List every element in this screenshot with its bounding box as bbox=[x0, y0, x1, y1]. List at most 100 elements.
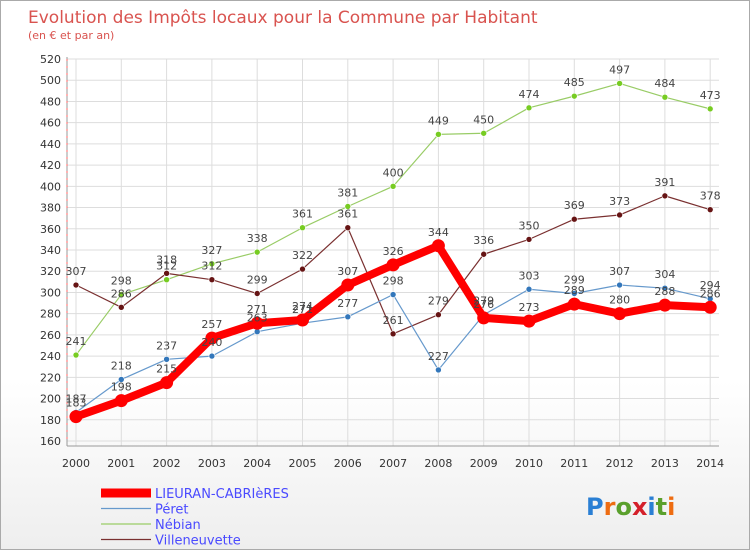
data-label-villeneuvette: 378 bbox=[700, 190, 721, 203]
data-label-villeneuvette: 318 bbox=[156, 253, 177, 266]
y-tick-label: 360 bbox=[40, 223, 61, 236]
data-label-p-ret: 271 bbox=[292, 303, 313, 316]
point-lieuran-cabri-res bbox=[69, 410, 83, 424]
data-label-lieuran-cabri-res: 257 bbox=[201, 318, 222, 331]
point-n-bian bbox=[525, 104, 533, 112]
x-tick-label: 2005 bbox=[289, 457, 317, 470]
data-label-n-bian: 400 bbox=[383, 166, 404, 179]
data-label-p-ret: 294 bbox=[700, 279, 721, 292]
point-n-bian bbox=[435, 131, 442, 138]
x-tick-label: 2000 bbox=[62, 457, 90, 470]
data-label-villeneuvette: 261 bbox=[383, 314, 404, 327]
data-label-villeneuvette: 369 bbox=[564, 199, 585, 212]
point-villeneuvette bbox=[706, 206, 714, 213]
point-lieuran-cabri-res bbox=[431, 239, 445, 253]
point-p-ret bbox=[163, 355, 170, 363]
x-tick-label: 2014 bbox=[696, 457, 724, 470]
data-label-villeneuvette: 279 bbox=[428, 295, 449, 308]
point-lieuran-cabri-res bbox=[567, 297, 581, 311]
point-n-bian bbox=[72, 351, 80, 359]
point-lieuran-cabri-res bbox=[160, 376, 174, 390]
data-label-p-ret: 263 bbox=[247, 312, 268, 325]
point-p-ret bbox=[570, 290, 578, 297]
point-villeneuvette bbox=[480, 250, 488, 258]
point-n-bian bbox=[706, 105, 714, 113]
data-label-lieuran-cabri-res: 198 bbox=[111, 381, 132, 394]
x-tick-label: 2001 bbox=[107, 457, 135, 470]
logo-text: Proxiti bbox=[586, 493, 675, 521]
y-tick-label: 300 bbox=[40, 286, 61, 299]
point-lieuran-cabri-res bbox=[250, 316, 264, 330]
y-tick-label: 500 bbox=[40, 74, 61, 87]
data-label-p-ret: 237 bbox=[156, 339, 177, 352]
data-label-n-bian: 449 bbox=[428, 114, 449, 127]
y-tick-label: 460 bbox=[40, 117, 61, 130]
point-n-bian bbox=[163, 276, 170, 284]
legend-label-p-ret: Péret bbox=[155, 503, 189, 518]
data-label-p-ret: 227 bbox=[428, 350, 449, 363]
y-tick-label: 320 bbox=[40, 265, 61, 278]
point-lieuran-cabri-res bbox=[341, 278, 355, 292]
point-villeneuvette bbox=[253, 290, 261, 297]
point-villeneuvette bbox=[525, 236, 533, 243]
point-n-bian bbox=[389, 183, 397, 190]
y-tick-label: 440 bbox=[40, 138, 61, 151]
legend-label-villeneuvette: Villeneuvette bbox=[155, 534, 241, 549]
x-tick-label: 2013 bbox=[651, 457, 679, 470]
data-label-n-bian: 327 bbox=[201, 244, 222, 257]
point-lieuran-cabri-res bbox=[613, 307, 627, 321]
y-tick-label: 380 bbox=[40, 202, 61, 215]
x-tick-label: 2006 bbox=[334, 457, 362, 470]
legend: LIEURAN-CABRIèRESPéretNébianVilleneuvett… bbox=[101, 487, 289, 549]
point-p-ret bbox=[525, 285, 533, 293]
point-n-bian bbox=[480, 129, 488, 137]
point-villeneuvette bbox=[661, 192, 669, 200]
point-n-bian bbox=[616, 80, 623, 87]
x-tick-label: 2009 bbox=[470, 457, 498, 470]
data-label-lieuran-cabri-res: 274 bbox=[292, 300, 313, 313]
point-n-bian bbox=[344, 203, 352, 210]
point-lieuran-cabri-res bbox=[658, 298, 672, 312]
data-label-lieuran-cabri-res: 286 bbox=[700, 287, 721, 300]
data-label-n-bian: 381 bbox=[337, 186, 358, 199]
point-lieuran-cabri-res bbox=[205, 331, 219, 345]
data-label-lieuran-cabri-res: 289 bbox=[564, 284, 585, 297]
point-n-bian bbox=[118, 291, 125, 298]
y-tick-label: 400 bbox=[40, 180, 61, 193]
data-label-p-ret: 298 bbox=[383, 275, 404, 288]
legend-label-n-bian: Nébian bbox=[155, 518, 201, 533]
point-n-bian bbox=[570, 92, 578, 100]
x-tick-label: 2007 bbox=[379, 457, 407, 470]
data-label-p-ret: 240 bbox=[201, 336, 222, 349]
data-label-villeneuvette: 391 bbox=[654, 176, 675, 189]
point-lieuran-cabri-res bbox=[386, 258, 400, 272]
data-label-lieuran-cabri-res: 280 bbox=[609, 294, 630, 307]
data-label-villeneuvette: 312 bbox=[201, 260, 222, 273]
point-p-ret bbox=[389, 291, 397, 298]
point-p-ret bbox=[208, 352, 216, 360]
point-villeneuvette bbox=[616, 211, 623, 219]
data-label-lieuran-cabri-res: 307 bbox=[337, 265, 358, 278]
point-villeneuvette bbox=[208, 276, 216, 284]
data-label-villeneuvette: 286 bbox=[111, 287, 132, 300]
data-label-p-ret: 218 bbox=[111, 359, 132, 372]
y-tick-label: 260 bbox=[40, 329, 61, 342]
chart-subtitle: (en € et par an) bbox=[28, 29, 114, 42]
data-labels: 241 298 312 327 338 361 381 400 449 450 474 485 497 4… bbox=[66, 63, 721, 409]
data-label-n-bian: 450 bbox=[473, 113, 494, 126]
point-p-ret bbox=[435, 366, 442, 374]
proxiti-logo: Proxiti bbox=[586, 493, 675, 521]
data-label-n-bian: 312 bbox=[156, 260, 177, 273]
point-p-ret bbox=[118, 376, 125, 383]
point-n-bian bbox=[208, 260, 216, 268]
point-villeneuvette bbox=[344, 224, 352, 232]
legend-label-lieuran-cabri-res: LIEURAN-CABRIèRES bbox=[155, 487, 289, 502]
y-tick-label: 200 bbox=[40, 393, 61, 406]
data-label-p-ret: 304 bbox=[654, 268, 675, 281]
y-tick-label: 180 bbox=[40, 414, 61, 427]
data-label-p-ret: 187 bbox=[66, 392, 87, 405]
point-p-ret bbox=[661, 284, 669, 292]
data-label-villeneuvette: 336 bbox=[473, 234, 494, 247]
